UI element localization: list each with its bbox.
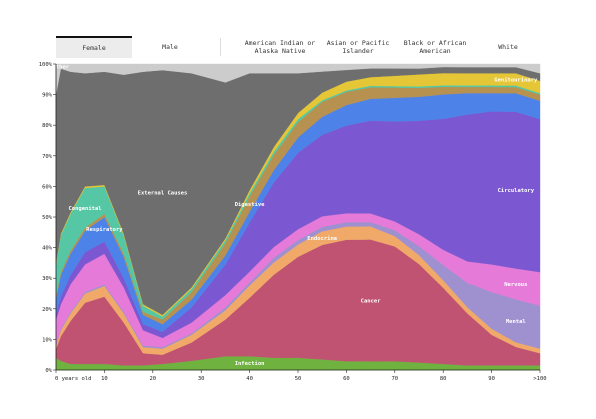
area-other bbox=[55, 63, 541, 95]
x-tick-label: 10 bbox=[101, 376, 108, 382]
x-tick-label: 90 bbox=[488, 376, 495, 382]
y-tick-label: 60% bbox=[42, 184, 53, 190]
series-label-respiratory: Respiratory bbox=[86, 227, 123, 233]
tab-american-indian[interactable]: American Indian or Alaska Native bbox=[244, 39, 316, 55]
series-label-other: Other bbox=[53, 64, 70, 70]
series-label-nervous: Nervous bbox=[504, 282, 527, 288]
tab-black-african-american[interactable]: Black or African American bbox=[403, 39, 467, 55]
series-label-congenital: Congenital bbox=[68, 206, 101, 212]
series-label-external-causes: External Causes bbox=[138, 191, 188, 197]
tab-female[interactable]: Female bbox=[56, 36, 132, 58]
y-tick-label: 90% bbox=[42, 93, 53, 99]
series-label-genitourinary: Genitourinary bbox=[494, 77, 538, 83]
y-tick-label: 20% bbox=[42, 307, 53, 313]
series-label-endocrine: Endocrine bbox=[307, 236, 337, 242]
tab-asian-pacific[interactable]: Asian or Pacific Islander bbox=[326, 39, 390, 55]
x-tick-label: 20 bbox=[149, 376, 156, 382]
series-label-mental: Mental bbox=[506, 319, 526, 325]
series-label-circulatory: Circulatory bbox=[498, 188, 535, 194]
x-tick-label: 80 bbox=[440, 376, 447, 382]
x-tick-label: 40 bbox=[246, 376, 253, 382]
y-tick-label: 40% bbox=[42, 246, 53, 252]
x-tick-label: >100 bbox=[533, 376, 546, 382]
x-tick-label: 30 bbox=[198, 376, 205, 382]
y-tick-label: 100% bbox=[39, 62, 53, 68]
tab-divider bbox=[220, 38, 221, 56]
y-tick-label: 0% bbox=[45, 368, 52, 374]
filter-tabs: Female Male American Indian or Alaska Na… bbox=[56, 36, 540, 58]
x-tick-label: 50 bbox=[295, 376, 302, 382]
tab-male[interactable]: Male bbox=[162, 43, 178, 51]
tab-white[interactable]: White bbox=[498, 43, 518, 51]
y-tick-label: 30% bbox=[42, 276, 53, 282]
y-tick-label: 80% bbox=[42, 123, 53, 129]
series-label-digestive: Digestive bbox=[235, 202, 265, 208]
series-label-infection: Infection bbox=[235, 361, 265, 367]
y-tick-label: 50% bbox=[42, 215, 53, 221]
x-tick-label: 60 bbox=[343, 376, 350, 382]
x-tick-label: 0 years old bbox=[55, 376, 91, 382]
y-tick-label: 10% bbox=[42, 337, 53, 343]
series-label-cancer: Cancer bbox=[361, 298, 382, 304]
y-tick-label: 70% bbox=[42, 154, 53, 160]
x-tick-label: 70 bbox=[391, 376, 398, 382]
